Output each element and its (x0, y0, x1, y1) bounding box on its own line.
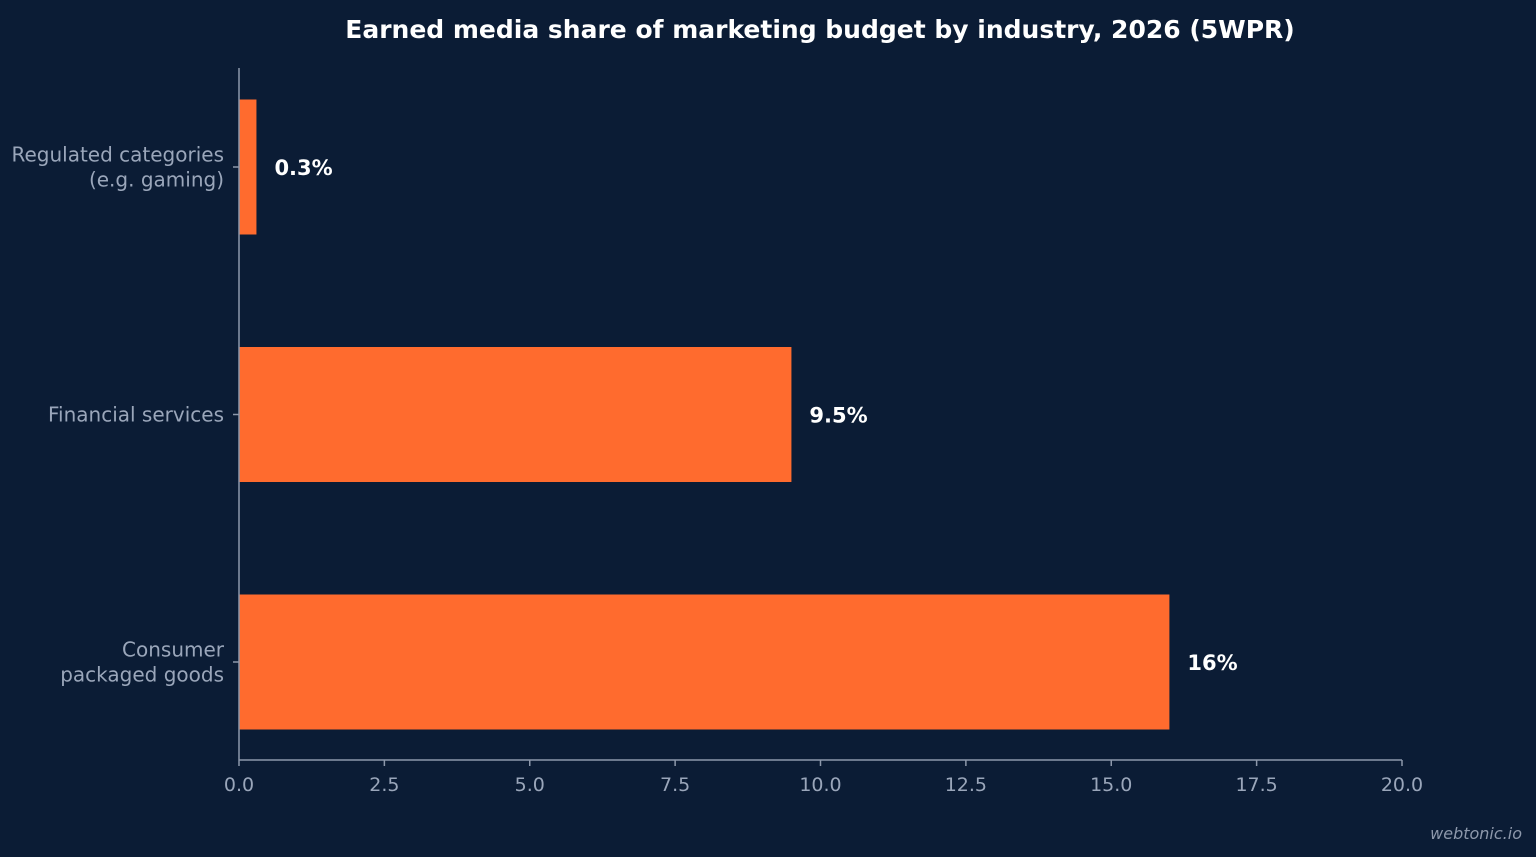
bar (239, 594, 1170, 730)
category-labels-group: Regulated categories (e.g. gaming) Financi… (11, 143, 239, 687)
data-label: 9.5% (809, 404, 867, 428)
x-tick-label: 17.5 (1235, 774, 1277, 796)
data-label: 16% (1187, 651, 1237, 675)
x-tick-label: 7.5 (660, 774, 690, 796)
x-tick-label: 2.5 (369, 774, 399, 796)
data-label: 0.3% (274, 156, 332, 180)
x-tick-label: 20.0 (1381, 774, 1423, 796)
x-tick-label: 10.0 (799, 774, 841, 796)
x-tick-label: 0.0 (224, 774, 254, 796)
x-tick-label: 15.0 (1090, 774, 1132, 796)
data-labels-group: 0.3% 9.5% 16% (274, 156, 1237, 675)
category-label: Regulated categories (e.g. gaming) (11, 143, 224, 192)
x-tick-label: 5.0 (515, 774, 545, 796)
chart-title: Earned media share of marketing budget b… (345, 15, 1295, 44)
bar (239, 347, 792, 482)
category-label: Financial services (48, 403, 224, 427)
watermark: webtonic.io (1430, 824, 1522, 843)
bar (239, 99, 257, 235)
bars-group (239, 99, 1170, 730)
x-tick-label: 12.5 (945, 774, 987, 796)
category-label: Consumer packaged goods (60, 638, 225, 687)
x-ticks-group: 0.0 2.5 5.0 7.5 10.0 12.5 15.0 17.5 20.0 (224, 760, 1423, 796)
